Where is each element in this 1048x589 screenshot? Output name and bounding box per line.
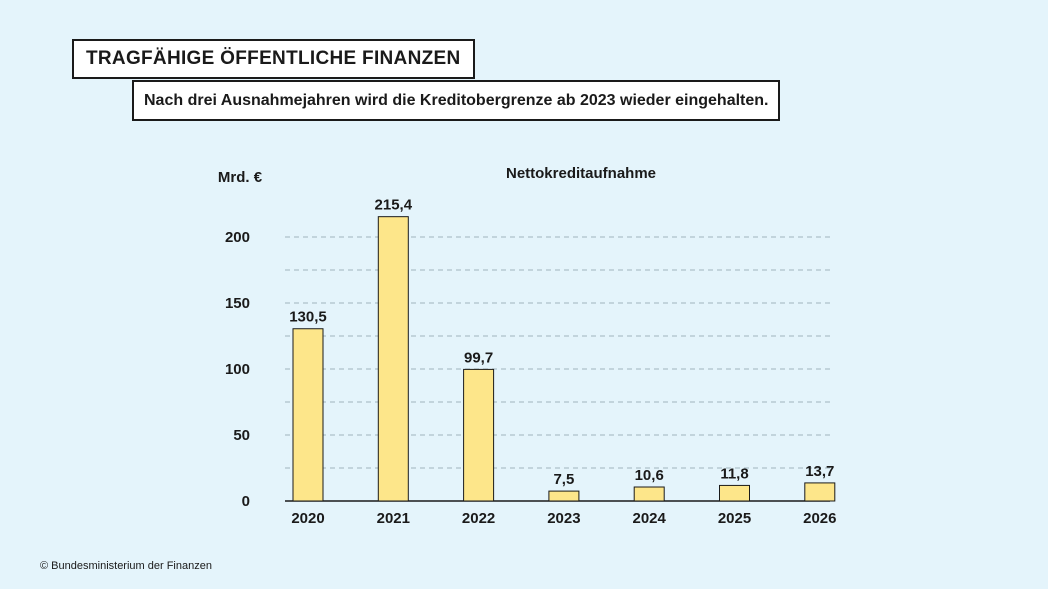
gridlines [285,236,830,502]
bar-2023 [548,490,580,502]
bars: 130,5 215,4 99,7 7,5 10,6 11,8 13,7 [289,197,836,502]
data-label-2026: 13,7 [805,463,834,480]
x-tick-label: 2024 [633,510,667,527]
x-tick-label: 2026 [803,510,836,527]
bar-2025 [719,484,750,502]
y-tick-label: 150 [225,295,250,312]
y-tick-label: 50 [233,427,250,444]
x-tick-label: 2023 [547,510,580,527]
y-axis-ticks: 0 50 100 150 200 [225,229,250,510]
bar-2022 [463,368,495,502]
chart-title: Nettokreditaufnahme [506,165,656,182]
y-tick-label: 100 [225,361,250,378]
page-subtitle-text: Nach drei Ausnahmejahren wird die Kredit… [144,91,769,109]
x-axis-ticks: 2020 2021 2022 2023 2024 2025 2026 [291,510,836,527]
data-label-2023: 7,5 [553,471,574,488]
x-tick-label: 2020 [291,510,324,527]
y-axis-label: Mrd. € [218,169,263,186]
data-label-2020: 130,5 [289,309,327,326]
data-label-2021: 215,4 [375,197,413,214]
bar-2026 [804,482,836,502]
page-subtitle: Nach drei Ausnahmejahren wird die Kredit… [132,80,781,121]
data-label-2022: 99,7 [464,349,493,366]
page-title-text: TRAGFÄHIGE ÖFFENTLICHE FINANZEN [86,48,461,69]
source-credit: © Bundesministerium der Finanzen [40,560,212,572]
x-tick-label: 2021 [377,510,410,527]
bar-2020 [292,328,324,502]
source-credit-text: © Bundesministerium der Finanzen [40,560,212,572]
data-label-2024: 10,6 [635,467,664,484]
y-tick-label: 200 [225,229,250,246]
bar-2024 [633,486,665,502]
y-tick-label: 0 [242,493,250,510]
x-tick-label: 2025 [718,510,751,527]
x-tick-label: 2022 [462,510,495,527]
bar-2021 [377,216,409,502]
data-label-2025: 11,8 [720,465,748,482]
page-title: TRAGFÄHIGE ÖFFENTLICHE FINANZEN [72,39,475,79]
